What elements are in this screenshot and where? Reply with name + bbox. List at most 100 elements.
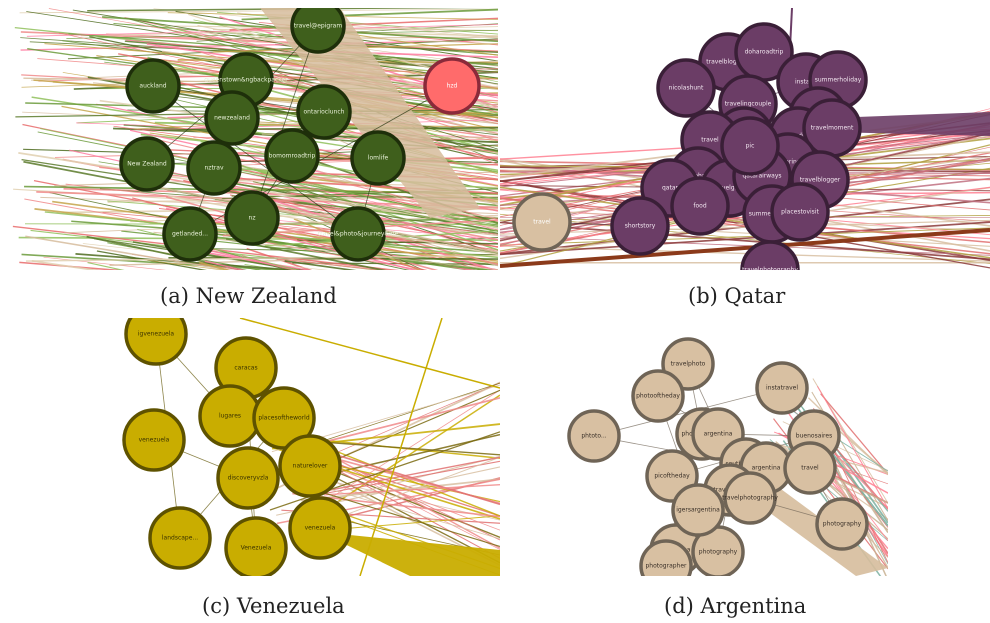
graph-node[interactable]: landscape... xyxy=(148,506,212,570)
graph-node[interactable]: lugares xyxy=(198,384,262,448)
edge-line xyxy=(181,247,311,270)
graph-node[interactable]: discoveryvzla xyxy=(216,446,280,510)
edge-line xyxy=(816,385,888,509)
graph-node[interactable]: bomomroadtrip xyxy=(264,128,320,184)
edge-line xyxy=(319,448,500,549)
node-circle xyxy=(631,369,685,423)
graph-node[interactable]: travelmoment xyxy=(802,98,862,158)
edge-line xyxy=(225,238,387,270)
node-label: instago xyxy=(795,79,817,86)
graph-node[interactable]: lomlife xyxy=(350,130,406,186)
edge-line xyxy=(96,250,207,270)
edge-line xyxy=(292,262,498,265)
graph-node[interactable]: ontarioclunch xyxy=(296,84,352,140)
caption-argentina: (d) Argentina xyxy=(664,594,807,618)
network-graph-new-zealand: travel@epigram auckland queenstown&ngbackp… xyxy=(12,8,498,270)
node-label: shortstory xyxy=(625,223,656,230)
edge-line xyxy=(129,257,225,270)
graph-node[interactable]: nztrav xyxy=(186,140,242,196)
node-circle xyxy=(770,182,830,242)
edge-line xyxy=(325,389,500,465)
graph-node[interactable]: hzd xyxy=(423,57,481,115)
node-circle xyxy=(656,58,716,118)
edge-line xyxy=(30,229,382,270)
edge-line xyxy=(26,11,498,85)
edge-line xyxy=(304,486,500,547)
node-label: photooftheday xyxy=(636,393,680,400)
edge-line xyxy=(246,247,313,270)
edge-line xyxy=(500,227,990,246)
graph-node[interactable]: photographer xyxy=(639,539,693,576)
network-graph-venezuela: igvenezuela caracas venezuela lugares places… xyxy=(122,318,500,576)
graph-node[interactable]: shortstory xyxy=(610,196,670,256)
graph-node[interactable]: nz xyxy=(224,190,280,246)
graph-node[interactable]: travel&photo&journey&life xyxy=(318,206,399,262)
edge-band xyxy=(260,8,480,218)
graph-node[interactable]: New Zealand xyxy=(119,136,175,192)
graph-node[interactable]: naturelover xyxy=(278,434,342,498)
node-label: travel xyxy=(533,219,551,226)
graph-node[interactable]: instatravel xyxy=(755,361,809,415)
graph-node[interactable]: food xyxy=(670,176,730,236)
edge-line xyxy=(25,235,233,270)
graph-node[interactable]: travel xyxy=(783,441,837,495)
node-link xyxy=(152,85,359,235)
node-label: travelphotography xyxy=(722,495,778,502)
edge-line xyxy=(310,460,500,497)
graph-node[interactable]: Venezuela xyxy=(224,516,288,576)
node-circle xyxy=(125,58,181,114)
node-label: instatravel xyxy=(766,385,798,392)
node-circle xyxy=(216,446,280,510)
graph-node[interactable]: nicolashunt xyxy=(656,58,716,118)
graph-node[interactable]: igersargentina xyxy=(671,483,725,537)
graph-node[interactable]: venezuela xyxy=(122,408,186,472)
graph-node[interactable]: placestovisit xyxy=(770,182,830,242)
graph-node[interactable]: travelphotography xyxy=(740,240,800,270)
graph-node[interactable]: newzealand xyxy=(204,90,260,146)
panel-argentina: travelphoto photooftheday instatravel photo… xyxy=(566,318,888,576)
graph-node[interactable]: photography xyxy=(815,497,869,551)
graph-node[interactable]: photooftheday xyxy=(631,369,685,423)
node-circle xyxy=(423,57,481,115)
graph-node[interactable]: travelphotography xyxy=(722,471,778,525)
edge-line xyxy=(19,8,498,14)
node-label: hzd xyxy=(447,83,458,90)
graph-node[interactable]: travel@epigram xyxy=(290,8,346,54)
node-label: photographer xyxy=(645,563,687,570)
edge-line xyxy=(86,235,247,270)
edge-line xyxy=(19,261,124,270)
node-label: travelphoto xyxy=(671,361,706,368)
node-circle xyxy=(186,140,242,196)
node-circle xyxy=(723,471,777,525)
graph-node[interactable]: venezuela xyxy=(288,496,352,560)
edge-line xyxy=(324,483,500,496)
edge-line xyxy=(135,182,498,254)
node-circle xyxy=(204,90,260,146)
edge-line xyxy=(221,167,498,231)
node-circle xyxy=(290,8,346,54)
node-label: pic xyxy=(746,143,755,150)
node-label: newzealand xyxy=(214,115,250,122)
node-label: discoveryvzla xyxy=(228,475,269,482)
edge-line xyxy=(268,194,498,218)
graph-node[interactable]: igvenezuela xyxy=(124,318,188,366)
edge-line xyxy=(165,207,418,270)
edge-line xyxy=(308,439,500,517)
graph-node[interactable]: auckland xyxy=(125,58,181,114)
graph-node[interactable]: phtoto... xyxy=(567,409,621,463)
edge-line xyxy=(820,393,888,475)
edge-line xyxy=(48,8,498,89)
edge-line xyxy=(239,318,500,389)
graph-node[interactable]: pic xyxy=(720,116,780,176)
node-label: qatarairways xyxy=(742,173,781,180)
graph-node[interactable]: getlanded... xyxy=(162,206,218,262)
panel-venezuela: igvenezuela caracas venezuela lugares places… xyxy=(120,318,500,576)
edge-line xyxy=(500,235,990,256)
graph-node[interactable]: travel xyxy=(512,192,572,252)
node-label: igersargentina xyxy=(676,507,720,514)
node-circle xyxy=(755,361,809,415)
node-label: argentina xyxy=(704,431,733,438)
node-label: summerholiday xyxy=(815,77,862,84)
node-label: travel&photo&journey&life xyxy=(318,231,399,238)
node-label: lomlife xyxy=(368,155,389,162)
